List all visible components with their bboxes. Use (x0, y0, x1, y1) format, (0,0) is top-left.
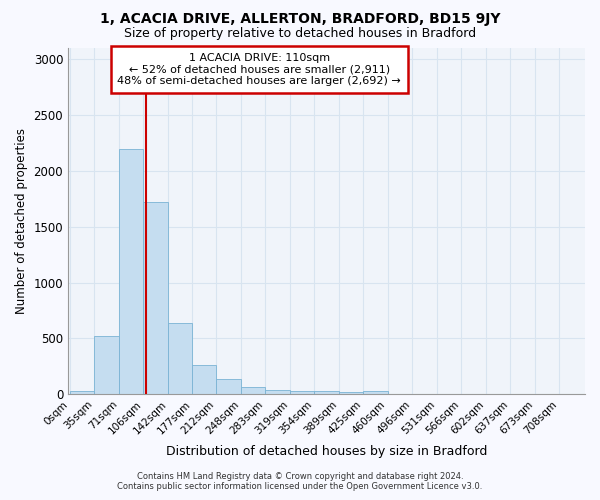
Text: 1 ACACIA DRIVE: 110sqm
← 52% of detached houses are smaller (2,911)
48% of semi-: 1 ACACIA DRIVE: 110sqm ← 52% of detached… (118, 52, 401, 86)
Bar (192, 366, 217, 394)
Text: Contains HM Land Registry data © Crown copyright and database right 2024.
Contai: Contains HM Land Registry data © Crown c… (118, 472, 482, 491)
Bar (338, 392, 364, 394)
Bar (241, 387, 265, 394)
Y-axis label: Number of detached properties: Number of detached properties (15, 128, 28, 314)
Bar (168, 323, 192, 394)
Bar (364, 391, 388, 394)
X-axis label: Distribution of detached houses by size in Bradford: Distribution of detached houses by size … (166, 444, 487, 458)
Bar (217, 380, 241, 394)
Text: 1, ACACIA DRIVE, ALLERTON, BRADFORD, BD15 9JY: 1, ACACIA DRIVE, ALLERTON, BRADFORD, BD1… (100, 12, 500, 26)
Bar (314, 391, 338, 394)
Bar (290, 391, 314, 394)
Text: Size of property relative to detached houses in Bradford: Size of property relative to detached ho… (124, 28, 476, 40)
Bar (94, 336, 119, 394)
Bar (265, 390, 290, 394)
Bar (70, 391, 94, 394)
Bar (143, 202, 168, 394)
Bar (119, 150, 143, 394)
